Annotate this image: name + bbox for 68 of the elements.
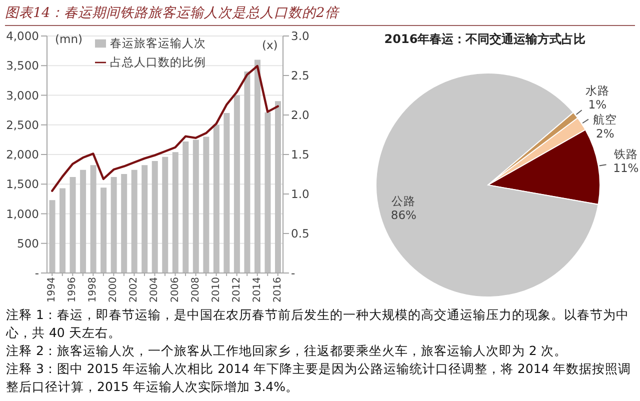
bar — [224, 113, 230, 273]
y2-tick-label: 1.5 — [291, 148, 310, 162]
bar — [244, 72, 250, 273]
data-label: 11% — [613, 161, 639, 176]
y2-axis-title: (x) — [262, 38, 278, 52]
bar — [162, 156, 168, 273]
bar — [131, 170, 138, 273]
y2-tick-label: 2.0 — [291, 108, 310, 122]
x-tick-label: 2010 — [210, 277, 222, 302]
x-tick-label: 2000 — [108, 277, 120, 302]
y-tick-label: 3,000 — [6, 88, 39, 102]
x-tick-label: 2016 — [272, 277, 284, 302]
y-axis-title: (mn) — [55, 32, 82, 46]
bar — [182, 141, 189, 273]
bar — [172, 152, 178, 273]
bar — [142, 165, 148, 273]
legend-label: 春运旅客运输人次 — [110, 36, 206, 50]
bar — [192, 140, 199, 273]
text: 注释 1：春运，即春节运输，是中国在农历春节前后发生的一种大规模的高交通运输压力的现象。以春节为中心，共 40 天左右。 — [6, 306, 630, 342]
bar — [152, 161, 158, 273]
bar — [213, 124, 220, 273]
y2-tick-label: - — [291, 266, 296, 280]
y-tick-label: 2,000 — [6, 148, 39, 162]
x-tick-label: 1996 — [67, 277, 78, 302]
y2-tick-label: 3.0 — [291, 29, 310, 44]
y2-tick-label: 0.5 — [291, 226, 310, 241]
y-tick-label: 500 — [17, 236, 39, 250]
y-tick-label: 2,500 — [6, 118, 39, 132]
data-label: 1% — [588, 98, 607, 112]
bar — [203, 136, 210, 273]
slice-label: 公路 — [392, 194, 416, 208]
x-tick-label: 2008 — [190, 277, 202, 302]
legend-label: 占总人口数的比例 — [110, 55, 206, 69]
bar — [80, 170, 86, 273]
x-tick-label: 2006 — [170, 277, 181, 302]
bar — [274, 101, 281, 273]
bar — [254, 60, 260, 273]
x-tick-label: 2014 — [252, 277, 263, 302]
chart-title: 2016年春运：不同交通运输方式占比 — [383, 31, 587, 48]
bar — [121, 174, 128, 273]
x-tick-label: 1998 — [88, 277, 99, 302]
bar — [60, 188, 66, 273]
text: 注释 2：旅客运输人次，一个旅客从工作地回家乡，往返都要乘坐火车，旅客运输人次即为 2 次。 — [6, 342, 568, 360]
x-tick-label: 2012 — [231, 277, 242, 302]
slice-label: 铁路 — [612, 147, 638, 162]
y-tick-label: 1,500 — [6, 177, 39, 192]
data-label: 86% — [390, 208, 417, 222]
bar — [90, 165, 96, 273]
x-tick-label: 2004 — [149, 277, 160, 302]
y2-tick-label: 2.5 — [291, 68, 310, 83]
x-tick-label: 2002 — [128, 277, 140, 302]
bar — [49, 200, 56, 273]
bar — [110, 177, 117, 273]
slice-label: 水路 — [585, 84, 610, 98]
y-tick-label: 4,000 — [6, 29, 39, 44]
bar — [100, 188, 107, 273]
y-tick-label: 1,000 — [6, 206, 39, 221]
x-tick-label: 1994 — [46, 277, 58, 302]
bar — [70, 177, 76, 273]
y-tick-label: - — [34, 266, 39, 280]
chart-title: 图表14：春运期间铁路旅客运输人次是总人口数的2倍 — [5, 4, 339, 23]
y-tick-label: 3,500 — [6, 58, 39, 73]
y2-tick-label: 1.0 — [291, 187, 310, 202]
bar — [264, 112, 271, 273]
bar — [234, 95, 240, 273]
text: 注释 3：图中 2015 年运输人次相比 2014 年下降主要是因为公路运输统计口径调整，将 2014 年数据按照调整后口径计算，2015 年运输人次实际增加 3.4%。 — [6, 360, 632, 396]
slice-label: 航空 — [593, 112, 618, 127]
data-label: 2% — [596, 126, 614, 141]
